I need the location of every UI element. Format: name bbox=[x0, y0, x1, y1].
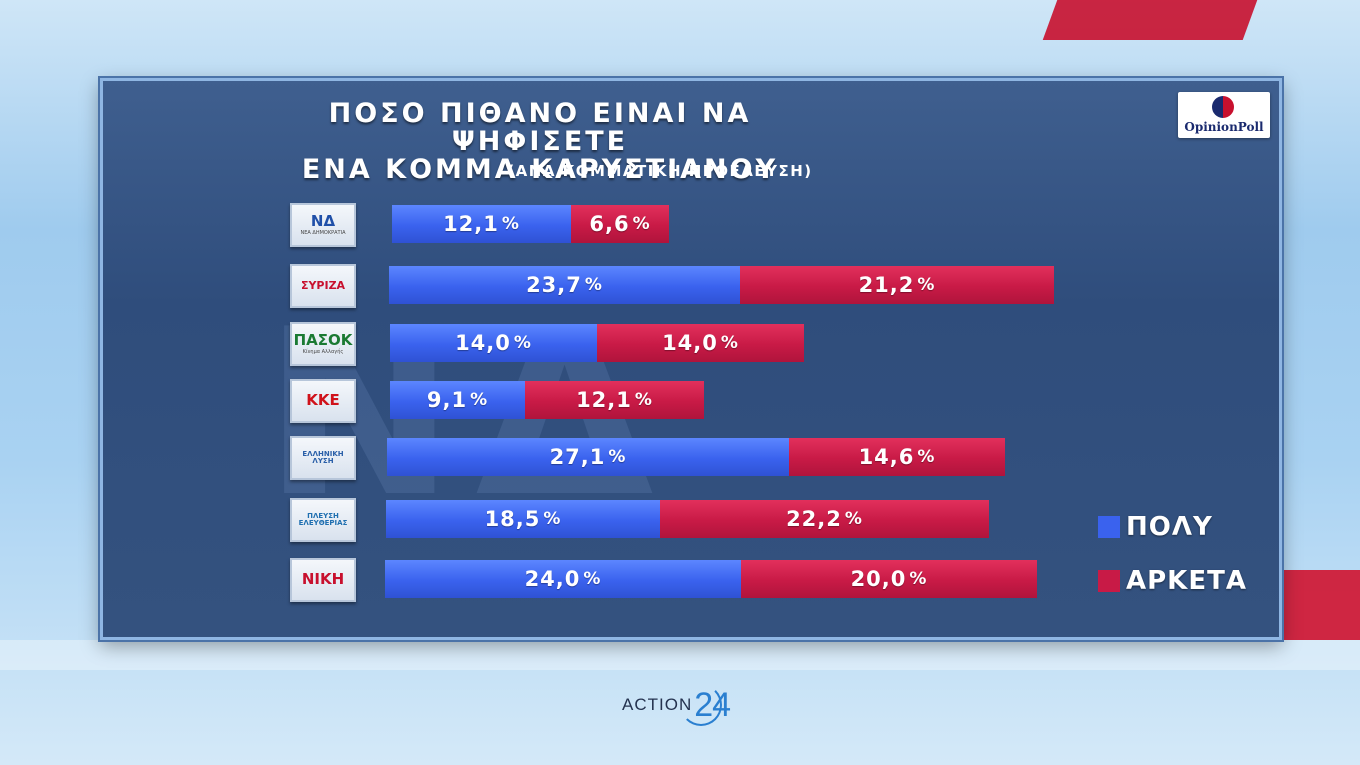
party-logo-text: ΠΛΕΥΣΗ ΕΛΕΥΘΕΡΙΑΣ bbox=[298, 511, 348, 527]
bar-value-label: 21,2 bbox=[858, 273, 915, 297]
bar-value-unit: % bbox=[501, 214, 520, 234]
party-logo-text: ΠΑΣΟΚ bbox=[293, 331, 353, 350]
bar-value-label: 24,0 bbox=[524, 567, 581, 591]
party-logo-elliniki-lysi: ΕΛΛΗΝΙΚΗ ΛΥΣΗ bbox=[290, 436, 356, 480]
party-logo-nd: ΝΔ ΝΕΑ ΔΗΜΟΚΡΑΤΙΑ bbox=[290, 203, 356, 247]
bar-poly-niki: 24,0% bbox=[385, 560, 741, 598]
chart-title-line2: ΕΝΑ ΚΟΜΜΑ ΚΑΡΥΣΤΙΑΝΟΥ bbox=[301, 154, 779, 185]
bar-value-label: 27,1 bbox=[549, 445, 606, 469]
legend-label-poly: ΠΟΛΥ bbox=[1126, 512, 1213, 542]
bar-poly-syriza: 23,7% bbox=[389, 266, 740, 304]
chart-title: ΠΟΣΟ ΠΙΘΑΝΟ ΕΙΝΑΙ ΝΑ ΨΗΦΙΣΕΤΕ ΕΝΑ ΚΟΜΜΑ … bbox=[250, 100, 830, 184]
bar-arketa-niki: 20,0% bbox=[741, 560, 1037, 598]
action24-logo-text: ACTION bbox=[622, 695, 693, 714]
party-logo-text: ΚΚΕ bbox=[306, 391, 340, 410]
bar-value-label: 6,6 bbox=[589, 212, 630, 236]
bar-value-label: 12,1 bbox=[576, 388, 632, 412]
bar-poly-pasok: 14,0% bbox=[390, 324, 597, 362]
party-logo-pasok: ΠΑΣΟΚ Κίνημα Αλλαγής bbox=[290, 322, 356, 366]
bar-value-unit: % bbox=[720, 333, 739, 353]
legend-item-arketa: ΑΡΚΕΤΑ bbox=[1098, 566, 1247, 596]
party-logo-syriza: ΣΥΡΙΖΑ bbox=[290, 264, 356, 308]
bar-arketa-pasok: 14,0% bbox=[597, 324, 804, 362]
bar-value-unit: % bbox=[909, 569, 928, 589]
action24-logo: ACTION 24 bbox=[622, 682, 742, 728]
action24-ring-icon bbox=[680, 684, 722, 726]
bar-value-label: 9,1 bbox=[426, 388, 468, 412]
bar-value-label: 12,1 bbox=[443, 212, 499, 236]
bar-value-unit: % bbox=[513, 333, 532, 353]
party-logo-subtext: Κίνημα Αλλαγής bbox=[302, 348, 344, 355]
bar-value-label: 22,2 bbox=[786, 507, 842, 531]
bar-value-unit: % bbox=[917, 275, 936, 295]
bar-value-label: 14,0 bbox=[662, 331, 718, 355]
bar-value-label: 14,0 bbox=[455, 331, 511, 355]
bar-poly-nd: 12,1% bbox=[392, 205, 571, 243]
bar-poly-plefsi: 18,5% bbox=[386, 500, 660, 538]
party-logo-text: ΕΛΛΗΝΙΚΗ ΛΥΣΗ bbox=[302, 449, 344, 465]
bar-value-unit: % bbox=[583, 569, 602, 589]
bar-value-label: 20,0 bbox=[850, 567, 907, 591]
bar-value-unit: % bbox=[917, 447, 936, 467]
background-red-block bbox=[1280, 570, 1360, 640]
legend-label-arketa: ΑΡΚΕΤΑ bbox=[1126, 566, 1247, 596]
bar-value-unit: % bbox=[470, 390, 489, 410]
bar-poly-elliniki-lysi: 27,1% bbox=[387, 438, 789, 476]
background-red-stripe bbox=[1042, 0, 1258, 40]
party-logo-kke: ΚΚΕ bbox=[290, 379, 356, 423]
bar-value-unit: % bbox=[584, 275, 603, 295]
party-logo-subtext: ΝΕΑ ΔΗΜΟΚΡΑΤΙΑ bbox=[300, 229, 346, 236]
bar-value-unit: % bbox=[543, 509, 562, 529]
bar-arketa-elliniki-lysi: 14,6% bbox=[789, 438, 1005, 476]
legend-swatch-arketa bbox=[1098, 570, 1120, 592]
bar-value-unit: % bbox=[844, 509, 863, 529]
bar-value-label: 23,7 bbox=[526, 273, 582, 297]
chart-title-line1: ΠΟΣΟ ΠΙΘΑΝΟ ΕΙΝΑΙ ΝΑ ΨΗΦΙΣΕΤΕ bbox=[328, 98, 752, 157]
background-light-band bbox=[0, 640, 1360, 670]
party-logo-text: ΣΥΡΙΖΑ bbox=[300, 279, 346, 293]
bar-arketa-nd: 6,6% bbox=[571, 205, 669, 243]
opinionpoll-logo: OpinionPoll bbox=[1178, 92, 1270, 138]
party-logo-plefsi: ΠΛΕΥΣΗ ΕΛΕΥΘΕΡΙΑΣ bbox=[290, 498, 356, 542]
bar-value-unit: % bbox=[632, 214, 651, 234]
bar-arketa-syriza: 21,2% bbox=[740, 266, 1054, 304]
bar-value-label: 18,5 bbox=[484, 507, 541, 531]
chart-subtitle: (ΑΝΑ ΚΟΜΜΑΤΙΚΗ ΠΡΟΕΛΕΥΣΗ) bbox=[507, 162, 813, 180]
opinionpoll-dot-icon bbox=[1212, 96, 1234, 118]
opinionpoll-logo-text: OpinionPoll bbox=[1184, 120, 1264, 134]
bar-arketa-kke: 12,1% bbox=[525, 381, 704, 419]
bar-poly-kke: 9,1% bbox=[390, 381, 525, 419]
bar-value-unit: % bbox=[608, 447, 627, 467]
legend-item-poly: ΠΟΛΥ bbox=[1098, 512, 1213, 542]
party-logo-text: ΝΙΚΗ bbox=[301, 570, 345, 589]
party-logo-niki: ΝΙΚΗ bbox=[290, 558, 356, 602]
bar-value-unit: % bbox=[634, 390, 653, 410]
legend-swatch-poly bbox=[1098, 516, 1120, 538]
party-logo-text: ΝΔ bbox=[310, 212, 336, 231]
bar-arketa-plefsi: 22,2% bbox=[660, 500, 989, 538]
bar-value-label: 14,6 bbox=[858, 445, 915, 469]
